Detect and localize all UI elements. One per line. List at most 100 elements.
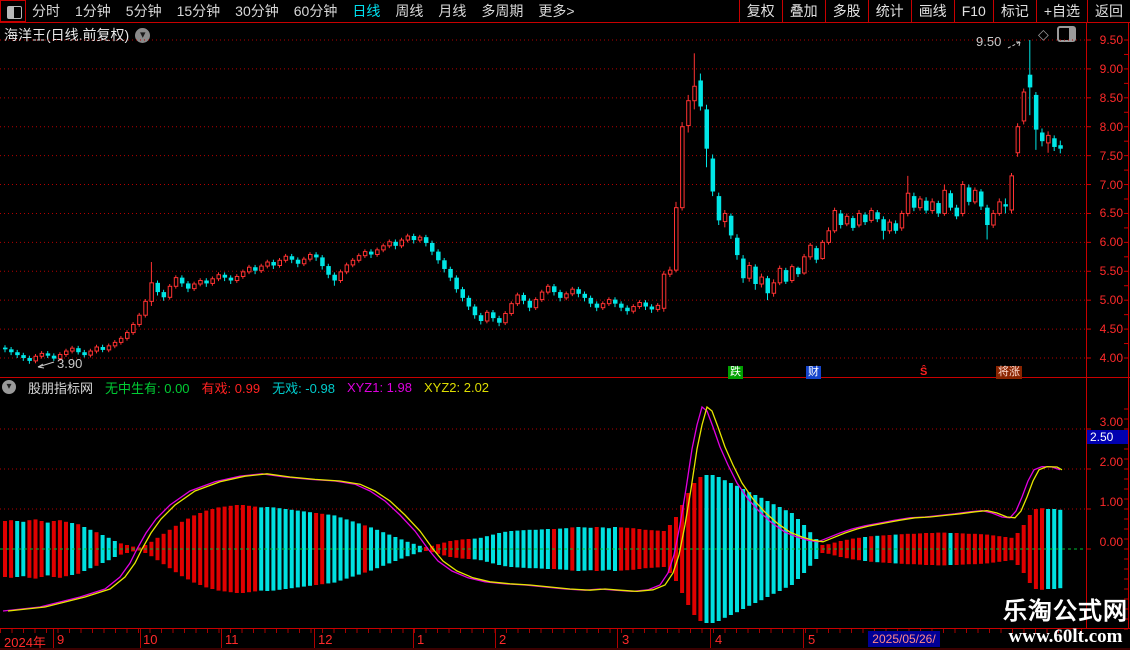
indicator-bar: [991, 535, 996, 563]
indicator-bar: [722, 480, 727, 618]
candle-body-up: [265, 261, 270, 267]
minor-ticks: [0, 629, 1086, 633]
axis-tick: [1086, 508, 1091, 510]
candle-body-down: [1003, 204, 1008, 207]
candle-body-down: [204, 280, 209, 284]
price-axis-label: 7.00: [1099, 177, 1123, 192]
candle-body-up: [972, 189, 978, 203]
period-item-周线[interactable]: 周线: [395, 3, 424, 19]
indicator-axis-label: 0.00: [1099, 535, 1123, 549]
axis-tick: [1086, 155, 1091, 157]
candle-body-down: [27, 357, 32, 361]
indicator-bar: [674, 517, 678, 581]
period-item-60分钟[interactable]: 60分钟: [293, 3, 338, 19]
indicator-bar: [759, 497, 764, 601]
candle-body-up: [747, 264, 752, 279]
candle-body-down: [924, 200, 929, 211]
period-item-5分钟[interactable]: 5分钟: [125, 3, 162, 19]
period-item-月线[interactable]: 月线: [438, 3, 467, 19]
candle-body-down: [521, 294, 526, 301]
candle-body-up: [820, 241, 825, 260]
indicator-bar: [253, 506, 258, 592]
tool-item-标记[interactable]: 标记: [992, 0, 1036, 22]
collapse-circle-icon[interactable]: ▾: [2, 380, 16, 394]
tool-item-统计[interactable]: 统计: [867, 0, 911, 22]
indicator-bar: [417, 545, 422, 553]
tool-item-多股[interactable]: 多股: [824, 0, 868, 22]
candle-body-down: [3, 347, 8, 350]
edge-tick: [1124, 408, 1128, 410]
tool-item-+自选[interactable]: +自选: [1035, 0, 1087, 22]
candle-body-up: [515, 294, 520, 305]
period-item-1分钟[interactable]: 1分钟: [75, 3, 111, 19]
panel-toggle-icon[interactable]: [1056, 26, 1076, 42]
candle-body-down: [911, 196, 917, 208]
indicator-bar: [289, 509, 294, 589]
candle-body-down: [161, 292, 167, 298]
period-item-日线[interactable]: 日线: [352, 3, 381, 19]
candle-body-down: [15, 352, 20, 356]
candle-body-up: [661, 273, 667, 309]
edge-tick: [1124, 212, 1128, 214]
period-item-30分钟[interactable]: 30分钟: [235, 3, 279, 19]
edge-tick: [1124, 538, 1128, 540]
indicator-bar: [637, 529, 642, 569]
tool-item-叠加[interactable]: 叠加: [781, 0, 825, 22]
edge-tick: [1124, 285, 1128, 287]
candle-body-up: [1015, 126, 1021, 154]
indicator-bar: [1033, 509, 1038, 589]
period-item-分时[interactable]: 分时: [32, 3, 60, 19]
indicator-bar: [625, 527, 630, 571]
month-label: 1: [417, 632, 425, 647]
candle-body-down: [893, 223, 899, 231]
period-item-多周期[interactable]: 多周期: [481, 3, 524, 19]
candle-body-up: [771, 282, 777, 294]
candle-body-down: [619, 303, 624, 308]
axis-tick: [1086, 468, 1091, 470]
candle-body-down: [497, 318, 502, 323]
xyz1-line: [2, 405, 1061, 612]
candle-body-up: [94, 346, 99, 352]
tool-item-F10[interactable]: F10: [953, 0, 993, 22]
candle-body-down: [448, 268, 453, 278]
candle-body-up: [375, 249, 380, 256]
candle-body-down: [838, 213, 844, 226]
indicator-header-item: 无戏: -0.98: [272, 380, 335, 396]
layout-toggle-button[interactable]: [0, 0, 26, 22]
candle-body-down: [948, 193, 953, 208]
chevron-down-icon[interactable]: ▾: [135, 27, 151, 43]
candle-body-up: [88, 350, 93, 356]
candle-body-up: [808, 244, 813, 258]
candle-body-up: [198, 280, 203, 285]
candle-body-up: [283, 255, 289, 261]
edge-tick: [1124, 256, 1128, 258]
indicator-bar: [649, 530, 654, 568]
candle-body-up: [137, 314, 142, 325]
chart-title-row: 海洋王(日线.前复权) ▾: [4, 25, 151, 45]
edge-tick: [1124, 618, 1128, 620]
current-value-badge: 2.50: [1087, 430, 1128, 444]
high-annotation-arrowhead: [1016, 41, 1021, 47]
indicator-bar: [45, 522, 50, 576]
indicator-bar: [332, 515, 337, 583]
edge-tick: [1124, 357, 1128, 359]
candle-body-down: [1040, 132, 1045, 142]
tool-item-复权[interactable]: 复权: [738, 0, 782, 22]
candle-body-up: [600, 303, 606, 309]
edge-tick: [1124, 468, 1128, 470]
period-item-15分钟[interactable]: 15分钟: [176, 3, 221, 19]
low-price-annotation: 3.90: [57, 356, 83, 371]
edge-tick: [1124, 568, 1128, 570]
indicator-bar: [27, 520, 32, 578]
candle-body-up: [125, 332, 130, 339]
tool-item-返回[interactable]: 返回: [1087, 0, 1130, 22]
candle-body-up: [143, 300, 148, 316]
tool-item-画线[interactable]: 画线: [910, 0, 954, 22]
indicator-bar: [301, 511, 306, 587]
month-label: 3: [622, 632, 630, 647]
indicator-bar: [259, 507, 264, 591]
period-item-更多>[interactable]: 更多>: [538, 3, 575, 19]
indicator-bar: [9, 520, 14, 578]
diamond-icon[interactable]: ◇: [1038, 26, 1049, 42]
